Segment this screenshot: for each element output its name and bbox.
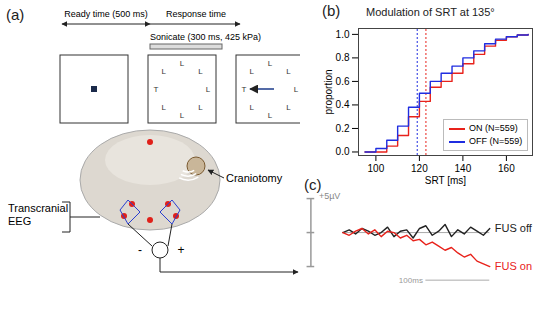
svg-text:L: L xyxy=(286,67,291,76)
svg-text:0.6: 0.6 xyxy=(336,76,350,87)
svg-text:0.4: 0.4 xyxy=(336,99,350,110)
svg-text:L: L xyxy=(249,103,254,112)
svg-text:Ready time (500 ms): Ready time (500 ms) xyxy=(64,9,148,19)
svg-text:L: L xyxy=(294,85,299,94)
svg-text:T: T xyxy=(154,85,159,94)
svg-text:FUS off: FUS off xyxy=(495,222,533,234)
svg-text:+5µV: +5µV xyxy=(319,191,340,201)
svg-text:Craniotomy: Craniotomy xyxy=(226,172,283,184)
svg-text:L: L xyxy=(198,67,203,76)
svg-text:0.2: 0.2 xyxy=(336,123,350,134)
svg-text:L: L xyxy=(249,67,254,76)
svg-text:L: L xyxy=(206,85,211,94)
svg-text:Sonicate (300 ms, 425 kPa): Sonicate (300 ms, 425 kPa) xyxy=(150,32,261,42)
svg-text:100ms: 100ms xyxy=(399,276,423,285)
svg-text:Transcranial: Transcranial xyxy=(8,202,68,214)
svg-text:(a): (a) xyxy=(6,6,24,23)
svg-text:T: T xyxy=(242,85,247,94)
svg-text:140: 140 xyxy=(455,163,472,174)
svg-text:0.0: 0.0 xyxy=(336,146,350,157)
svg-text:-: - xyxy=(138,243,142,257)
html-text:ON (N=559): ON (N=559) xyxy=(469,123,518,133)
html-text:(c): (c) xyxy=(304,176,322,193)
svg-text:100: 100 xyxy=(368,163,385,174)
html-text:OFF (N=559): OFF (N=559) xyxy=(469,136,523,146)
svg-text:proportion: proportion xyxy=(323,69,334,114)
svg-text:FUS on: FUS on xyxy=(495,260,532,272)
html-text:(b): (b) xyxy=(322,2,341,19)
svg-text:0.8: 0.8 xyxy=(336,52,350,63)
svg-text:+: + xyxy=(177,243,184,257)
svg-text:120: 120 xyxy=(411,163,428,174)
svg-text:L: L xyxy=(286,103,291,112)
svg-text:L: L xyxy=(180,59,185,68)
svg-text:L: L xyxy=(161,103,166,112)
svg-text:L: L xyxy=(198,103,203,112)
svg-text:EEG: EEG xyxy=(8,215,31,227)
svg-text:160: 160 xyxy=(498,163,515,174)
svg-text:L: L xyxy=(161,67,166,76)
svg-text:L: L xyxy=(268,59,273,68)
svg-text:L: L xyxy=(268,111,273,120)
svg-text:1.0: 1.0 xyxy=(336,29,350,40)
svg-text:SRT [ms]: SRT [ms] xyxy=(425,175,467,186)
svg-text:L: L xyxy=(180,111,185,120)
svg-text:Response time: Response time xyxy=(166,9,226,19)
html-text:Modulation of SRT at 135°: Modulation of SRT at 135° xyxy=(366,6,495,18)
